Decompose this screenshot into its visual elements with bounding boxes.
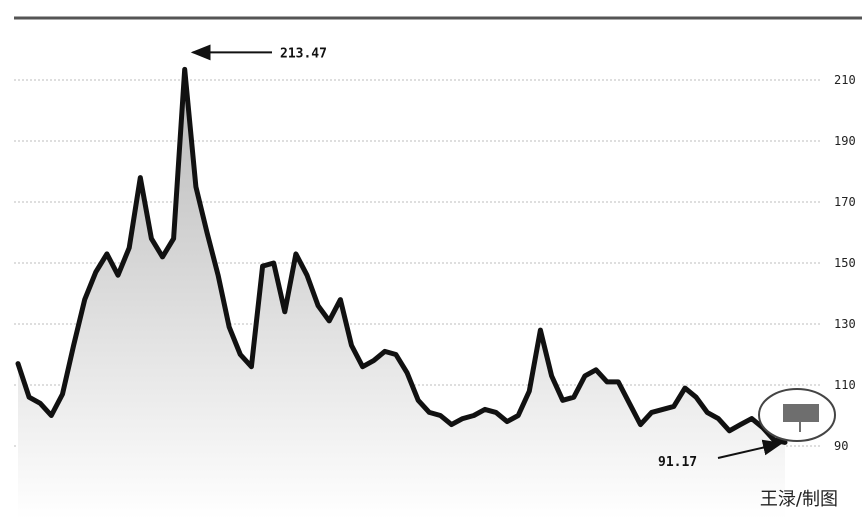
series-line xyxy=(15,66,788,445)
y-tick-label: 110 xyxy=(834,378,856,392)
latest-marker-box xyxy=(783,404,819,422)
y-tick-label: 90 xyxy=(834,439,848,453)
y-tick-label: 210 xyxy=(834,73,856,87)
y-tick-label: 130 xyxy=(834,317,856,331)
y-tick-label: 170 xyxy=(834,195,856,209)
latest-label: 91.17 xyxy=(658,455,697,470)
series-area xyxy=(18,69,785,519)
annotations: 213.47 91.17 xyxy=(190,44,836,470)
y-tick-label: 150 xyxy=(834,256,856,270)
y-axis: 90 110 130 150 170 190 210 xyxy=(834,73,856,453)
credit-label: 王渌/制图 xyxy=(759,489,838,510)
peak-label: 213.47 xyxy=(280,46,327,61)
y-tick-label: 190 xyxy=(834,134,856,148)
latest-arrow xyxy=(717,439,783,459)
